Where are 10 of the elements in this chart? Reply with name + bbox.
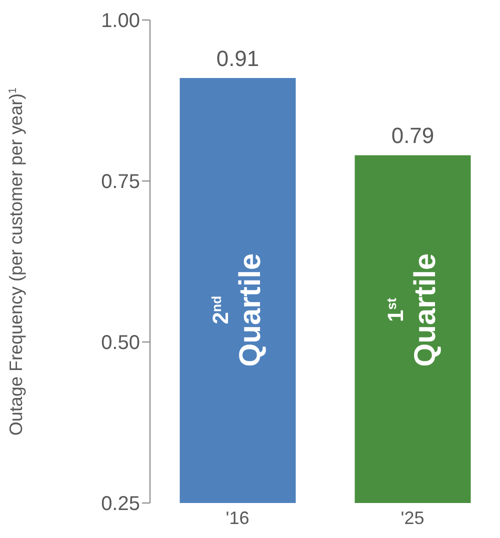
data-label: 0.79 (391, 123, 434, 148)
x-tick-label: '16 (226, 508, 250, 528)
data-label: 0.91 (216, 46, 260, 71)
annotation: 1$^{st}$ Quartile (382, 253, 442, 367)
y-tick-label: 1.00 (101, 10, 140, 32)
annotation: 2$^{nd}$ Quartile (208, 253, 267, 367)
y-tick-label: 0.50 (101, 332, 140, 354)
y-tick-label: 0.75 (101, 171, 140, 194)
y-tick-label: 0.25 (101, 493, 140, 516)
x-tick-label: '25 (400, 508, 424, 528)
